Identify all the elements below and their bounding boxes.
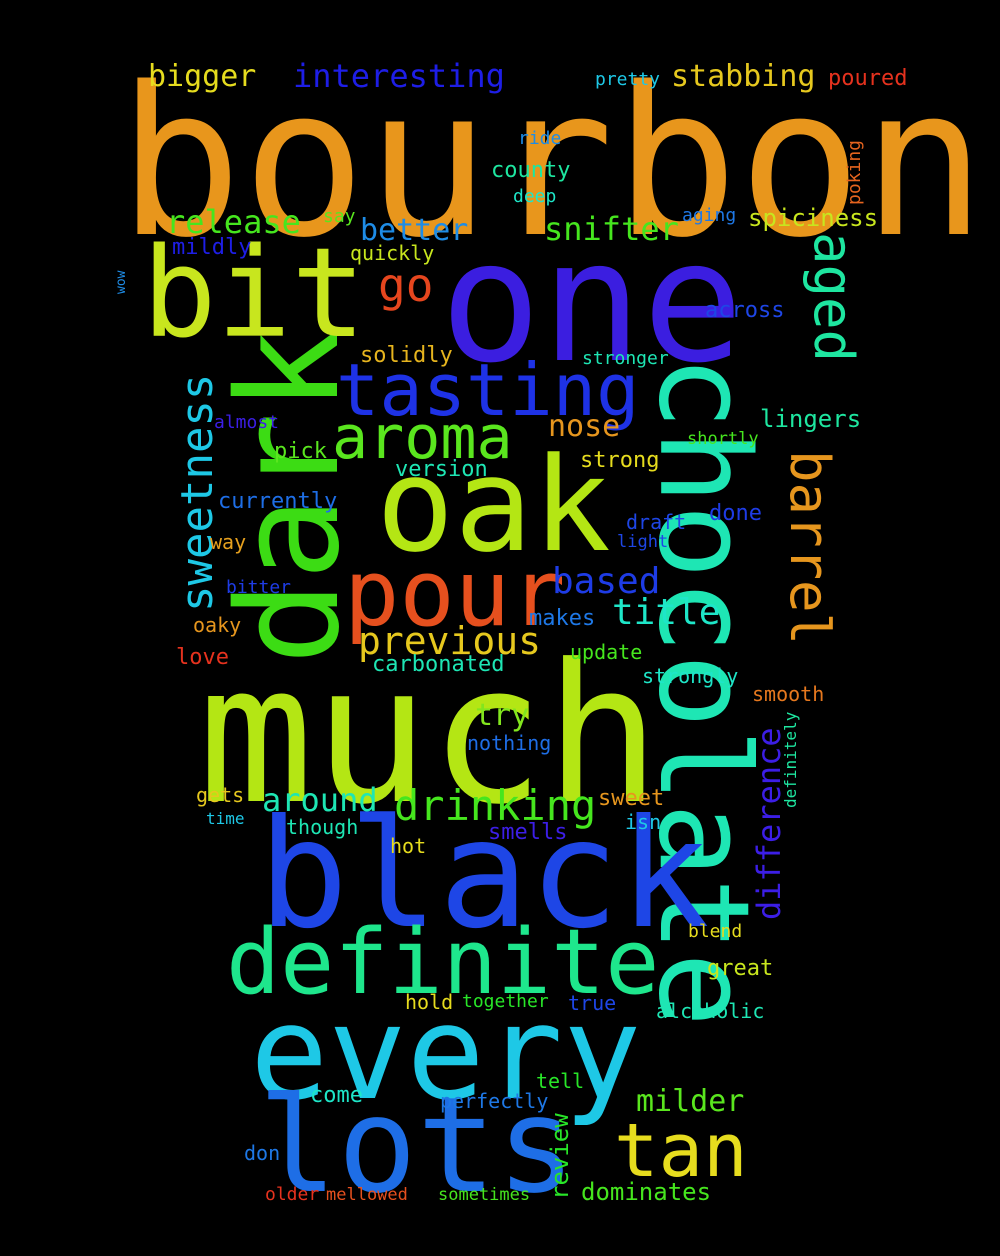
word-around: around: [262, 781, 378, 819]
word-poured: poured: [828, 66, 908, 91]
word-smells: smells: [488, 820, 568, 845]
word-drinking: drinking: [394, 781, 597, 830]
word-nothing: nothing: [467, 731, 552, 755]
word-love: love: [176, 645, 229, 670]
word-previous: previous: [358, 619, 542, 663]
word-review: review: [546, 1113, 574, 1200]
word-strongly: strongly: [642, 664, 739, 688]
word-poking: poking: [844, 139, 865, 205]
word-interesting: interesting: [293, 57, 505, 95]
word-older: older: [265, 1184, 320, 1205]
word-stronger: stronger: [582, 348, 669, 369]
word-much: much: [198, 624, 661, 847]
word-aged: aged: [802, 232, 865, 363]
word-bit: bit: [142, 222, 366, 366]
word-oaky: oaky: [193, 613, 242, 637]
word-gets: gets: [196, 783, 245, 807]
word-try: try: [475, 698, 530, 733]
word-lingers: lingers: [760, 405, 862, 433]
word-great: great: [707, 956, 774, 981]
word-nose: nose: [548, 409, 621, 444]
word-quickly: quickly: [350, 241, 435, 265]
word-county: county: [491, 158, 571, 183]
word-way: way: [210, 530, 247, 554]
word-shortly: shortly: [687, 429, 759, 449]
word-bourbon: bourbon: [118, 43, 987, 283]
word-currently: currently: [218, 489, 338, 514]
word-tell: tell: [536, 1069, 585, 1093]
word-deep: deep: [513, 186, 557, 207]
word-strong: strong: [580, 448, 660, 473]
word-come: come: [310, 1083, 363, 1108]
word-aroma: aroma: [332, 403, 513, 473]
word-better: better: [360, 213, 469, 248]
word-aging: aging: [682, 205, 737, 226]
word-true: true: [568, 991, 617, 1015]
word-wow: wow: [114, 270, 129, 294]
word-alcoholic: alcoholic: [656, 999, 765, 1023]
word-together: together: [462, 991, 549, 1012]
word-smooth: smooth: [752, 682, 825, 706]
word-sometimes: sometimes: [438, 1185, 531, 1205]
word-mildly: mildly: [172, 235, 252, 260]
word-sweet: sweet: [598, 786, 665, 811]
word-pick: pick: [274, 439, 327, 464]
word-solidly: solidly: [360, 343, 453, 368]
word-blend: blend: [688, 921, 743, 942]
word-tan: tan: [614, 1108, 748, 1194]
word-tasting: tasting: [336, 348, 640, 432]
word-though: though: [286, 815, 359, 839]
word-dominates: dominates: [581, 1178, 712, 1206]
word-hold: hold: [405, 990, 454, 1014]
word-mellowed: mellowed: [326, 1185, 408, 1205]
word-draft: draft: [626, 510, 687, 534]
word-time: time: [206, 809, 245, 828]
word-say: say: [323, 206, 356, 227]
word-milder: milder: [636, 1084, 745, 1119]
word-makes: makes: [529, 606, 596, 631]
word-carbonated: carbonated: [372, 652, 505, 677]
word-version: version: [395, 457, 488, 482]
word-bigger: bigger: [148, 59, 257, 94]
word-pretty: pretty: [595, 69, 661, 90]
word-don: don: [244, 1141, 281, 1165]
word-every: every: [250, 977, 642, 1129]
word-light: light: [617, 532, 669, 552]
word-spiciness: spiciness: [748, 204, 879, 232]
word-title: title: [612, 592, 721, 633]
word-release: release: [166, 203, 301, 241]
word-update: update: [570, 640, 643, 664]
word-based: based: [552, 561, 661, 602]
word-stabbing: stabbing: [671, 59, 816, 94]
word-sweetness: sweetness: [172, 373, 223, 612]
word-pour: pour: [344, 540, 566, 647]
word-oak: oak: [376, 429, 611, 581]
word-black: black: [258, 788, 710, 962]
word-isn: isn: [625, 810, 662, 834]
word-one: one: [440, 204, 744, 400]
word-definitely: definitely: [781, 711, 800, 808]
word-bitter: bitter: [226, 577, 292, 598]
word-lots: lots: [258, 1069, 576, 1223]
word-hot: hot: [390, 834, 427, 858]
word-perfectly: perfectly: [440, 1089, 549, 1113]
word-go: go: [378, 258, 434, 312]
word-almost: almost: [214, 412, 280, 433]
word-across: across: [705, 298, 785, 323]
word-barrel: barrel: [778, 450, 841, 646]
word-ride: ride: [518, 128, 562, 149]
word-definite: definite: [226, 910, 660, 1015]
word-done: done: [709, 501, 762, 526]
word-snifter: snifter: [544, 210, 679, 248]
